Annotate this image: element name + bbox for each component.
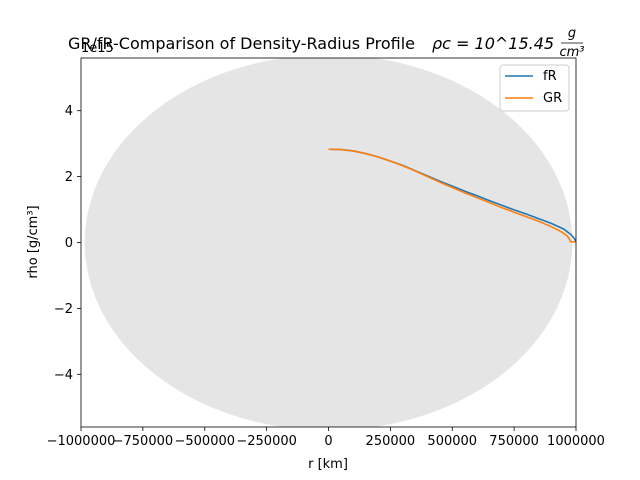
chart-title: GR/fR-Comparison of Density-Radius Profi… bbox=[68, 26, 585, 60]
x-tick-label: −250000 bbox=[236, 434, 297, 449]
x-tick-label: 0 bbox=[324, 434, 332, 449]
y-offset-text: 1e15 bbox=[81, 41, 114, 56]
x-axis-label: r [km] bbox=[308, 457, 348, 472]
legend: fR GR bbox=[499, 64, 570, 112]
x-tick-label: 750000 bbox=[489, 434, 539, 449]
x-tick-label: −1000000 bbox=[47, 434, 116, 449]
x-tick-label: −500000 bbox=[174, 434, 235, 449]
title-unit-denominator: cm³ bbox=[559, 45, 584, 60]
y-axis-label: rho [g/cm³] bbox=[26, 205, 41, 278]
x-tick-label: −750000 bbox=[113, 434, 174, 449]
y-tick-label: −4 bbox=[54, 368, 73, 383]
x-tick-label: 250000 bbox=[366, 434, 416, 449]
legend-gr-label: GR bbox=[543, 91, 562, 106]
x-axis: −1000000−750000 −500000 −250000 0 250000 5000… bbox=[47, 427, 605, 449]
y-tick-label: 4 bbox=[65, 104, 73, 119]
y-tick-label: 2 bbox=[65, 170, 73, 185]
y-tick-label: 0 bbox=[65, 236, 73, 251]
legend-fr-label: fR bbox=[543, 69, 557, 84]
title-main: GR/fR-Comparison of Density-Radius Profi… bbox=[68, 34, 415, 53]
series-layer bbox=[328, 148, 576, 243]
title-math: ρc = 10^15.45 bbox=[432, 34, 554, 53]
background-disc bbox=[84, 58, 573, 427]
title-unit-numerator: g bbox=[568, 26, 576, 41]
y-axis: −4 −2 0 2 4 bbox=[54, 104, 81, 383]
x-tick-label: 1000000 bbox=[547, 434, 605, 449]
series-line-gr bbox=[328, 148, 576, 243]
x-tick-label: 500000 bbox=[427, 434, 477, 449]
plot-area bbox=[80, 57, 577, 428]
y-tick-label: −2 bbox=[54, 302, 73, 317]
